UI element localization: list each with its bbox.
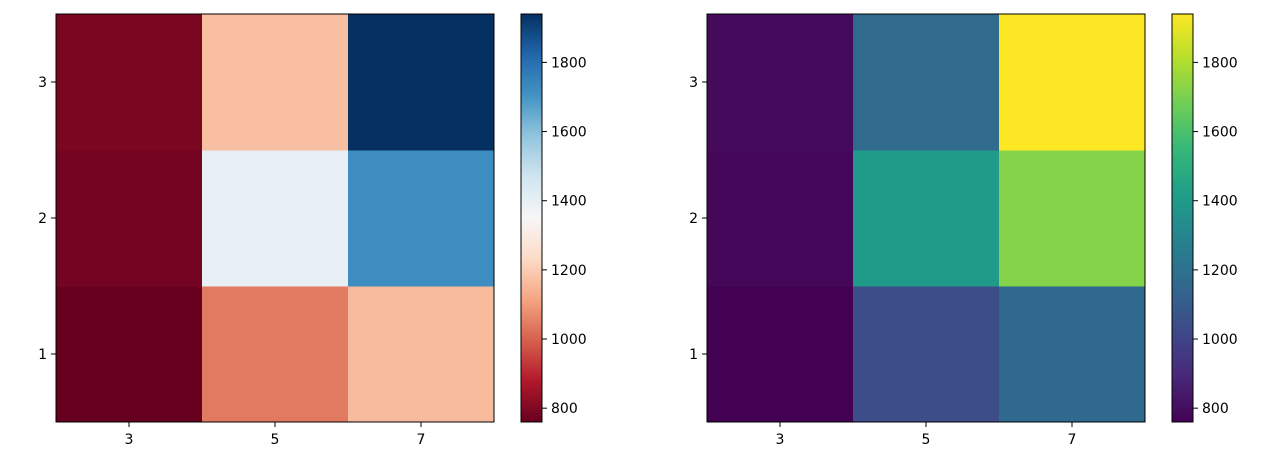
left-heatmap-cell-x5-y3 <box>202 14 349 151</box>
right-colorbar-tick-label: 800 <box>1202 401 1229 417</box>
left-heatmap-cell-x5-y2 <box>202 150 349 287</box>
right-y-tick-label: 1 <box>689 347 698 363</box>
heatmap-panel-right: 3 5 7 1 2 3 800 1000 1200 1400 1600 1800 <box>689 13 1238 448</box>
left-heatmap-cell-x3-y3 <box>56 14 203 151</box>
right-colorbar-tick-label: 1400 <box>1202 194 1238 210</box>
left-y-tick-label: 2 <box>38 211 47 227</box>
right-y-tick-label: 3 <box>689 75 698 91</box>
right-heatmap-cell-x7-y3 <box>999 14 1146 151</box>
left-heatmap-cell-x7-y2 <box>348 150 495 287</box>
right-x-tick-label: 5 <box>922 432 931 448</box>
right-heatmap-cell-x3-y2 <box>707 150 854 287</box>
right-heatmap-cell-x5-y1 <box>853 286 1000 423</box>
right-heatmap-cell-x3-y3 <box>707 14 854 151</box>
right-colorbar-tick-label: 1800 <box>1202 55 1238 71</box>
left-colorbar-tick-label: 1200 <box>551 263 587 279</box>
right-heatmap-cell-x5-y2 <box>853 150 1000 287</box>
left-y-tick-label: 1 <box>38 347 47 363</box>
left-colorbar-tick-label: 1800 <box>551 55 587 71</box>
right-heatmap-cell-x5-y3 <box>853 14 1000 151</box>
right-colorbar-tick-label: 1600 <box>1202 125 1238 141</box>
heatmap-panel-left: 3 5 7 1 2 3 800 1000 1200 1400 1600 1800 <box>38 13 587 448</box>
right-colorbar-tick-label: 1200 <box>1202 263 1238 279</box>
left-x-tick-label: 3 <box>125 432 134 448</box>
left-colorbar-tick-label: 800 <box>551 401 578 417</box>
left-heatmap-cell-x3-y2 <box>56 150 203 287</box>
right-colorbar <box>1171 13 1194 423</box>
left-colorbar-tick-label: 1600 <box>551 125 587 141</box>
left-x-tick-label: 7 <box>417 432 426 448</box>
left-y-tick-label: 3 <box>38 75 47 91</box>
right-heatmap-cell-x7-y2 <box>999 150 1146 287</box>
left-colorbar-tick-label: 1000 <box>551 332 587 348</box>
left-heatmap-cell-x7-y3 <box>348 14 495 151</box>
right-y-tick-label: 2 <box>689 211 698 227</box>
right-colorbar-tick-label: 1000 <box>1202 332 1238 348</box>
left-heatmap-cell-x5-y1 <box>202 286 349 423</box>
right-heatmap-cell-x3-y1 <box>707 286 854 423</box>
left-heatmap-cell-x7-y1 <box>348 286 495 423</box>
right-x-tick-label: 3 <box>776 432 785 448</box>
left-colorbar-tick-label: 1400 <box>551 194 587 210</box>
right-x-tick-label: 7 <box>1068 432 1077 448</box>
left-colorbar <box>520 13 543 423</box>
left-x-tick-label: 5 <box>271 432 280 448</box>
left-heatmap-cell-x3-y1 <box>56 286 203 423</box>
right-heatmap-cell-x7-y1 <box>999 286 1146 423</box>
